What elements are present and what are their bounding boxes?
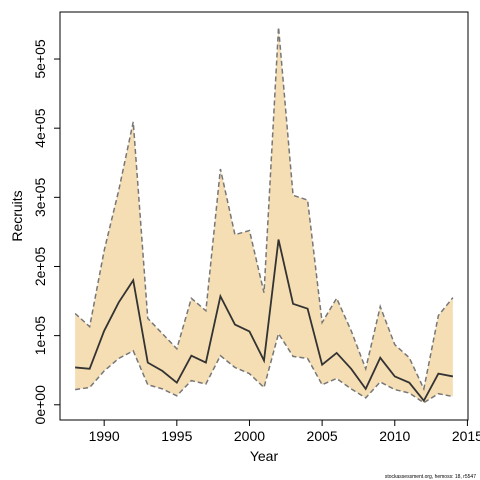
x-tick-label: 2000 xyxy=(234,428,265,444)
y-tick-label: 0e+00 xyxy=(32,385,48,425)
upper-bound xyxy=(74,27,454,392)
confidence-band xyxy=(75,27,453,403)
lower-bound xyxy=(75,331,454,404)
footnote: stockassessment.org, hemoss: 18, r5547 xyxy=(385,474,476,480)
estimate-line xyxy=(75,239,454,403)
x-tick-label: 2005 xyxy=(307,428,338,444)
y-tick-label: 1e+05 xyxy=(32,316,48,356)
x-tick-label: 1995 xyxy=(161,428,192,444)
y-axis-label: Recruits xyxy=(9,190,25,241)
plot-frame xyxy=(59,11,469,421)
x-tick-label: 2010 xyxy=(379,428,410,444)
x-tick-label: 2015 xyxy=(452,428,480,444)
x-tick-label: 1990 xyxy=(89,428,120,444)
y-tick-label: 3e+05 xyxy=(32,177,48,217)
y-tick-label: 4e+05 xyxy=(32,108,48,148)
y-tick-label: 2e+05 xyxy=(32,247,48,287)
y-tick-label: 5e+05 xyxy=(32,39,48,79)
x-axis-label: Year xyxy=(250,448,279,464)
